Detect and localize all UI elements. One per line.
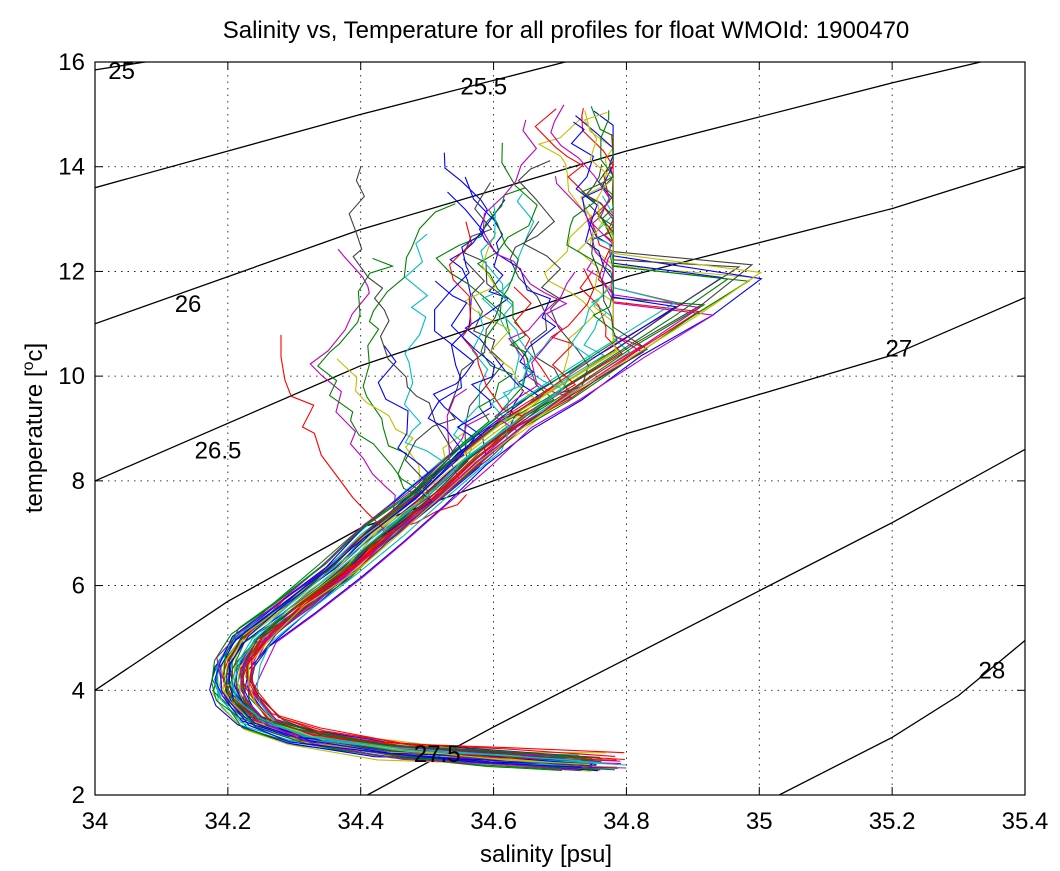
density-contour-label: 27 <box>886 335 913 362</box>
plot-frame <box>94 61 1026 796</box>
profile-line <box>230 286 611 761</box>
x-tick-label: 34 <box>82 808 109 835</box>
y-axis-label-sup: o <box>20 361 37 370</box>
density-contour-line <box>95 62 150 71</box>
profile-line <box>223 142 562 771</box>
density-contour-line <box>95 62 984 325</box>
profile-line <box>244 199 619 769</box>
profile-line <box>216 233 556 766</box>
chart-title: Salinity vs, Temperature for all profile… <box>223 17 910 44</box>
density-contour-label: 28 <box>979 657 1006 684</box>
profile-line <box>225 166 601 758</box>
y-tick-label: 4 <box>72 677 85 704</box>
x-tick-label: 35.4 <box>1002 808 1049 835</box>
profile-line <box>233 117 606 754</box>
x-tick-label: 34.6 <box>470 808 517 835</box>
profile-line <box>250 212 649 763</box>
x-tick-label: 35.2 <box>869 808 916 835</box>
y-tick-label: 2 <box>72 782 85 809</box>
profile-lines <box>209 104 763 772</box>
density-contour-label: 25.5 <box>460 74 507 101</box>
profile-line <box>242 182 593 767</box>
density-contour-line <box>778 639 1025 795</box>
profile-line <box>227 164 741 758</box>
y-tick-label: 10 <box>58 363 85 390</box>
profile-line <box>211 187 582 762</box>
x-tick-label: 34.2 <box>204 808 251 835</box>
y-tick-label: 8 <box>72 468 85 495</box>
profile-line <box>232 336 602 764</box>
profile-line <box>250 494 597 759</box>
profile-line <box>240 119 582 771</box>
profile-line <box>232 413 596 767</box>
x-tick-label: 35 <box>746 808 773 835</box>
profile-line <box>216 388 563 757</box>
y-tick-label: 14 <box>58 154 85 181</box>
profile-line <box>237 358 615 762</box>
x-axis: 34 34.2 34.4 34.6 34.8 35 35.2 35.4 <box>82 62 1049 835</box>
y-axis-label-main: temperature [ <box>21 370 48 513</box>
density-contour-line <box>95 166 1025 482</box>
density-contour-line <box>367 448 1025 795</box>
profile-line <box>245 221 625 754</box>
y-axis-label: temperature [oc] <box>20 343 48 513</box>
profile-line <box>220 191 582 768</box>
y-tick-label: 16 <box>58 49 85 76</box>
profile-line <box>228 280 593 766</box>
profile-line <box>218 221 619 765</box>
profile-line <box>251 134 643 761</box>
profile-line <box>226 257 596 770</box>
profile-line <box>216 312 607 766</box>
profile-line <box>222 284 617 766</box>
density-contour-label: 26.5 <box>195 437 242 464</box>
density-contour-line <box>95 297 1025 691</box>
y-axis-label-tail: c] <box>21 343 48 362</box>
profile-line <box>238 295 631 765</box>
y-tick-label: 12 <box>58 258 85 285</box>
y-tick-label: 6 <box>72 573 85 600</box>
x-tick-label: 34.8 <box>603 808 650 835</box>
grid-lines <box>95 62 1025 795</box>
density-contours <box>95 62 1025 795</box>
profile-line <box>211 210 587 759</box>
density-contour-label: 26 <box>175 291 202 318</box>
y-axis: 2 4 6 8 10 12 14 16 <box>58 49 1025 809</box>
x-tick-label: 34.4 <box>337 808 384 835</box>
profile-line <box>239 108 701 768</box>
profile-line <box>223 176 618 757</box>
profile-line <box>250 268 616 757</box>
density-contour-line <box>95 62 568 189</box>
x-axis-label: salinity [psu] <box>480 841 612 868</box>
profile-line <box>214 121 678 763</box>
density-contour-label: 27.5 <box>414 741 461 768</box>
profile-line <box>248 111 763 765</box>
profile-line <box>212 231 592 772</box>
profile-line <box>246 104 645 762</box>
